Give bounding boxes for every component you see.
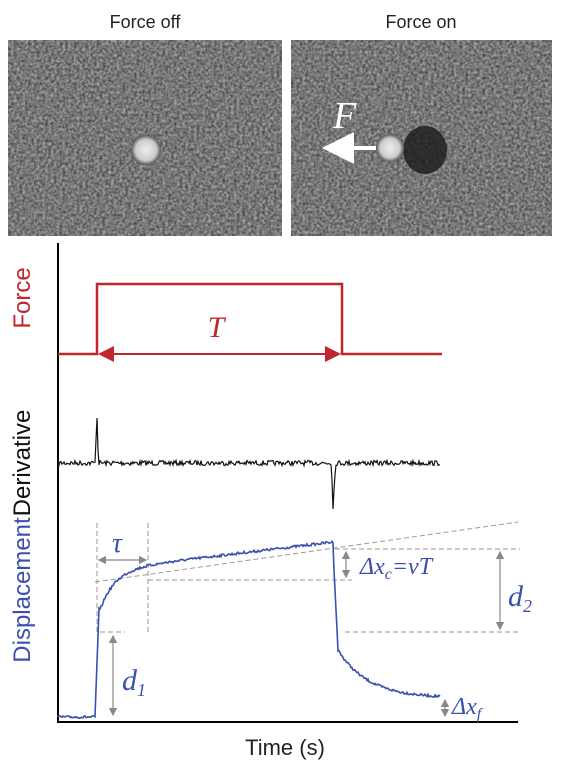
derivative-trace	[58, 418, 440, 509]
image-title: Force off	[110, 12, 182, 32]
residual-label: Δxf	[451, 694, 484, 723]
x-axis-label: Time (s)	[245, 735, 325, 760]
creep-label: Δxc=vT	[359, 554, 434, 583]
d2-label: d2	[508, 580, 532, 616]
row-label: Derivative	[9, 410, 36, 517]
guides	[95, 522, 520, 632]
d1-label: d1	[122, 664, 146, 700]
tau-label: τ	[112, 528, 123, 559]
image-force-on	[291, 40, 552, 236]
row-label: Force	[9, 267, 36, 328]
image-force-off	[8, 40, 282, 236]
image-title: Force on	[385, 12, 456, 32]
force-label: F	[332, 95, 357, 137]
measure-arrows	[99, 552, 500, 716]
force-trace	[58, 284, 442, 354]
duration-label: T	[208, 311, 227, 344]
row-label: Displacement	[9, 517, 36, 663]
figure: Force off Force on F Time (s) Force Deri…	[0, 0, 561, 764]
